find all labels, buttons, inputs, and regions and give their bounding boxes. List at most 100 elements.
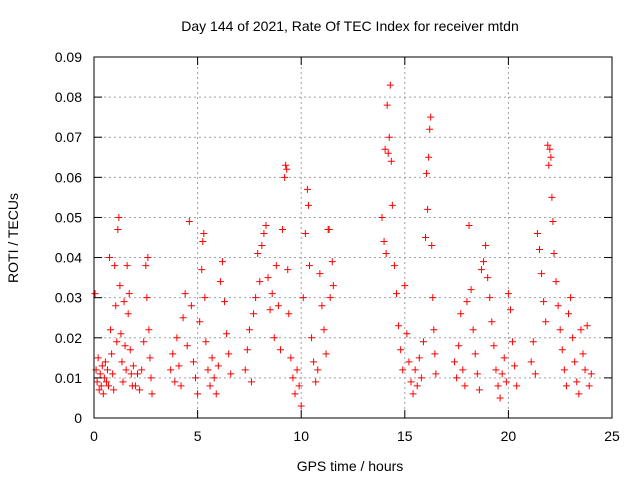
data-point xyxy=(143,294,151,302)
data-point xyxy=(529,338,537,346)
data-point xyxy=(147,374,155,382)
data-point xyxy=(110,386,118,394)
data-point xyxy=(494,382,502,390)
data-point xyxy=(136,386,144,394)
data-point xyxy=(411,366,419,374)
data-point xyxy=(556,326,564,334)
data-point xyxy=(431,350,439,358)
data-point xyxy=(461,382,469,390)
data-point xyxy=(587,370,595,378)
data-point xyxy=(138,366,146,374)
data-point xyxy=(148,390,156,398)
data-point xyxy=(98,362,106,370)
data-point xyxy=(258,242,266,250)
data-point xyxy=(167,366,175,374)
data-point xyxy=(268,290,276,298)
data-point xyxy=(276,346,284,354)
data-point xyxy=(542,318,550,326)
data-point xyxy=(198,266,206,274)
data-point xyxy=(250,310,258,318)
data-point xyxy=(527,358,535,366)
data-point xyxy=(99,390,107,398)
data-point xyxy=(281,173,289,181)
data-point xyxy=(111,262,119,270)
data-point xyxy=(227,370,235,378)
data-point xyxy=(429,294,437,302)
data-point xyxy=(326,294,334,302)
data-point xyxy=(125,290,133,298)
data-point xyxy=(297,402,305,410)
data-point xyxy=(181,290,189,298)
data-point xyxy=(202,338,210,346)
data-point xyxy=(409,390,417,398)
data-point xyxy=(550,250,558,258)
x-tick-label: 10 xyxy=(293,428,309,444)
data-point xyxy=(304,201,312,209)
data-point xyxy=(173,334,181,342)
data-point xyxy=(552,278,560,286)
data-point xyxy=(129,362,137,370)
data-point xyxy=(146,354,154,362)
data-point xyxy=(103,366,111,374)
data-point xyxy=(492,366,500,374)
data-point xyxy=(547,153,555,161)
x-tick-label: 5 xyxy=(194,428,202,444)
data-point xyxy=(390,262,398,270)
y-tick-label: 0.02 xyxy=(55,330,82,346)
y-tick-label: 0.07 xyxy=(55,129,82,145)
data-point xyxy=(405,358,413,366)
data-point xyxy=(223,330,231,338)
data-point xyxy=(544,141,552,149)
data-point xyxy=(325,225,333,233)
data-point xyxy=(105,382,113,390)
data-point xyxy=(554,302,562,310)
data-point xyxy=(134,370,142,378)
data-point xyxy=(274,302,282,310)
data-point xyxy=(417,374,425,382)
data-point xyxy=(122,366,130,374)
data-point xyxy=(196,318,204,326)
data-point xyxy=(413,382,421,390)
data-point xyxy=(283,165,291,173)
data-point xyxy=(407,378,415,386)
data-point xyxy=(189,358,197,366)
data-point xyxy=(115,213,123,221)
data-point xyxy=(192,374,200,382)
data-point xyxy=(583,322,591,330)
y-tick-label: 0 xyxy=(74,410,82,426)
data-point xyxy=(422,234,430,241)
data-point xyxy=(312,378,320,386)
data-point xyxy=(119,378,127,386)
data-point xyxy=(502,378,510,386)
data-point xyxy=(199,238,207,246)
data-point xyxy=(187,302,195,310)
data-point xyxy=(91,290,99,298)
data-point xyxy=(509,338,517,346)
data-point xyxy=(121,342,129,350)
data-point xyxy=(380,238,388,246)
data-point xyxy=(144,254,152,262)
data-point xyxy=(247,378,255,386)
data-point xyxy=(426,125,434,133)
data-point xyxy=(425,153,433,161)
data-point xyxy=(318,302,326,310)
data-point xyxy=(142,262,150,270)
data-point xyxy=(210,374,218,382)
data-point xyxy=(200,229,208,237)
data-point xyxy=(214,362,222,370)
data-point xyxy=(451,358,459,366)
data-point xyxy=(177,382,185,390)
data-point xyxy=(382,250,390,258)
data-point xyxy=(216,278,224,286)
data-point xyxy=(106,254,114,262)
data-point xyxy=(471,350,479,358)
data-point xyxy=(484,274,492,282)
data-point xyxy=(381,145,389,153)
data-point xyxy=(571,358,579,366)
data-point xyxy=(457,310,465,318)
data-point xyxy=(120,298,128,306)
data-point xyxy=(116,282,124,290)
data-point xyxy=(535,246,543,254)
data-point xyxy=(169,350,177,358)
